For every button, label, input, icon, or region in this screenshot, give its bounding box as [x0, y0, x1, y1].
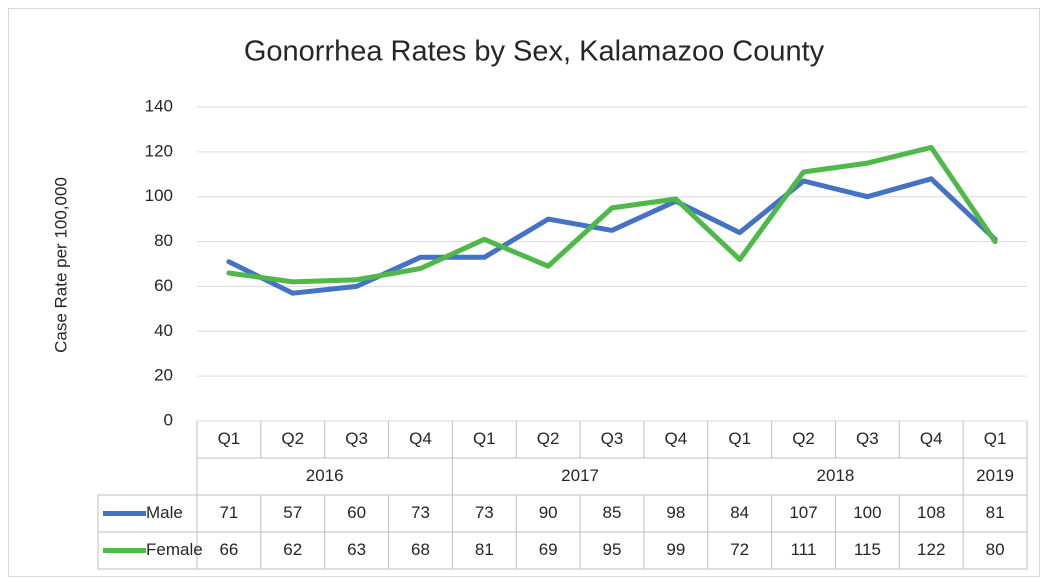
- y-tick-label: 100: [145, 186, 173, 205]
- y-tick-label: 80: [154, 231, 173, 250]
- x-group-label: 2016: [306, 466, 344, 485]
- series-line: [226, 144, 998, 285]
- table-value: 80: [986, 540, 1005, 559]
- table-value: 100: [853, 503, 881, 522]
- table-value: 71: [219, 503, 238, 522]
- x-group-label: 2019: [976, 466, 1014, 485]
- series-line: [226, 176, 998, 296]
- table-value: 98: [666, 503, 685, 522]
- x-tick-label: Q1: [473, 429, 496, 448]
- table-value: 68: [411, 540, 430, 559]
- chart-border: [8, 8, 1040, 577]
- table-value: 72: [730, 540, 749, 559]
- x-tick-label: Q2: [537, 429, 560, 448]
- table-value: 115: [854, 540, 881, 559]
- x-group-label: 2017: [561, 466, 599, 485]
- x-tick-label: Q4: [920, 429, 943, 448]
- table-value: 73: [411, 503, 430, 522]
- x-tick-label: Q3: [601, 429, 624, 448]
- table-value: 57: [283, 503, 302, 522]
- x-tick-label: Q2: [281, 429, 304, 448]
- chart-title: Gonorrhea Rates by Sex, Kalamazoo County: [244, 36, 825, 68]
- x-tick-label: Q1: [984, 429, 1007, 448]
- x-tick-label: Q3: [345, 429, 368, 448]
- table-value: 122: [917, 540, 945, 559]
- table-value: 60: [347, 503, 366, 522]
- y-tick-label: 120: [145, 141, 173, 160]
- y-tick-label: 0: [164, 410, 173, 429]
- y-tick-label: 60: [154, 276, 173, 295]
- x-tick-label: Q2: [792, 429, 815, 448]
- table-value: 90: [539, 503, 558, 522]
- table-value: 95: [603, 540, 622, 559]
- x-tick-label: Q4: [409, 429, 432, 448]
- y-axis-label: Case Rate per 100,000: [51, 177, 70, 353]
- x-tick-label: Q3: [856, 429, 879, 448]
- table-value: 107: [789, 503, 817, 522]
- table-value: 66: [219, 540, 238, 559]
- table-value: 73: [475, 503, 494, 522]
- table-value: 99: [666, 540, 685, 559]
- table-value: 62: [283, 540, 302, 559]
- table-value: 85: [603, 503, 622, 522]
- legend-label: Female: [146, 540, 203, 559]
- x-group-label: 2018: [817, 466, 855, 485]
- x-tick-label: Q1: [728, 429, 751, 448]
- y-tick-label: 140: [145, 96, 173, 115]
- y-tick-label: 20: [154, 366, 173, 385]
- table-value: 63: [347, 540, 366, 559]
- x-tick-label: Q4: [665, 429, 688, 448]
- table-value: 69: [539, 540, 558, 559]
- table-value: 84: [730, 503, 749, 522]
- table-value: 81: [986, 503, 1005, 522]
- table-value: 108: [917, 503, 945, 522]
- y-tick-label: 40: [154, 321, 173, 340]
- table-value: 81: [475, 540, 494, 559]
- x-tick-label: Q1: [218, 429, 241, 448]
- table-value: 111: [791, 540, 817, 559]
- legend-label: Male: [146, 503, 183, 522]
